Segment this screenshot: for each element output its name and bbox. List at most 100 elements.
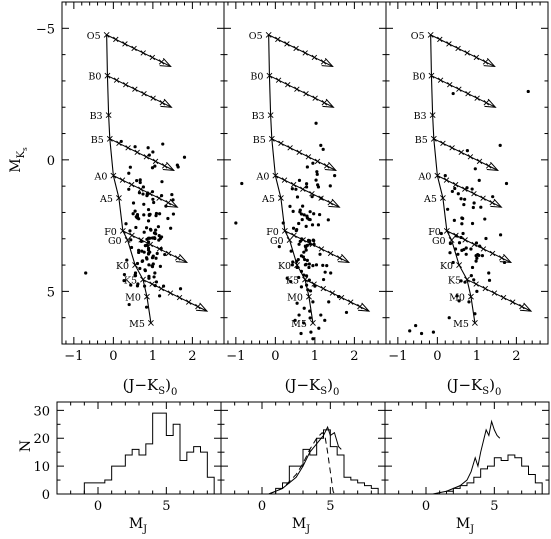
star-point — [137, 217, 141, 221]
reddening-mark — [483, 100, 490, 106]
histogram-steps — [412, 454, 543, 495]
arrowhead — [160, 98, 173, 108]
star-point — [456, 252, 460, 256]
star-point — [333, 174, 337, 178]
star-point — [161, 284, 166, 288]
spectral-type-label: M5 — [291, 319, 307, 330]
star-point — [304, 248, 308, 252]
star-point — [467, 300, 471, 304]
star-point — [336, 295, 341, 299]
reddening-mark — [465, 90, 471, 97]
arrowhead — [520, 302, 533, 312]
x-tick-label: 0 — [94, 499, 102, 514]
arrowhead — [175, 253, 189, 264]
ms-point — [309, 320, 316, 326]
star-point — [315, 172, 319, 176]
reddening-mark — [186, 299, 192, 305]
main-sequence-line — [106, 34, 152, 324]
star-point — [151, 262, 155, 266]
star-point — [310, 195, 314, 199]
star-point — [473, 312, 477, 316]
ms-point — [302, 276, 308, 283]
reddening-mark — [458, 149, 464, 156]
reddening-mark — [149, 54, 156, 61]
star-point — [151, 150, 155, 154]
spectral-type-label: K0 — [278, 261, 291, 272]
star-point — [157, 238, 161, 242]
star-point — [157, 212, 162, 216]
star-point — [474, 259, 478, 263]
reddening-mark — [327, 250, 334, 257]
spectral-type-label: M5 — [453, 319, 469, 330]
star-point — [302, 250, 306, 254]
reddening-mark — [464, 50, 470, 56]
spectral-type-label: K0 — [116, 261, 129, 272]
reddening-mark — [471, 190, 477, 197]
star-point — [304, 283, 309, 287]
star-point — [134, 215, 138, 219]
reddening-vector-A0 — [113, 175, 179, 208]
star-point — [491, 195, 495, 199]
x-tick-label: 0 — [422, 499, 430, 514]
reddening-mark — [309, 190, 315, 197]
star-point — [451, 260, 455, 265]
star-point — [461, 231, 465, 236]
star-point — [448, 241, 453, 246]
star-point — [303, 257, 307, 262]
star-point — [146, 251, 151, 256]
arrowhead — [322, 98, 335, 108]
y-tick-label: 10 — [33, 460, 50, 475]
reddening-mark — [314, 158, 321, 165]
star-point — [408, 329, 412, 333]
reddening-mark — [519, 303, 525, 310]
reddening-line — [433, 138, 499, 171]
star-point — [240, 181, 244, 186]
reddening-mark — [285, 81, 291, 88]
star-point — [301, 255, 306, 259]
star-point — [312, 212, 316, 216]
star-point — [294, 187, 298, 191]
star-point — [460, 222, 464, 226]
reddening-line — [271, 138, 337, 171]
star-point — [465, 149, 469, 153]
ms-point — [468, 293, 474, 300]
star-point — [470, 221, 475, 226]
reddening-vector-B0 — [431, 75, 497, 108]
star-point — [304, 224, 308, 229]
x-tick-label: 2 — [512, 349, 520, 364]
star-point — [146, 207, 151, 212]
star-point — [136, 282, 140, 286]
star-point — [153, 164, 157, 168]
reddening-vector-B0 — [269, 75, 335, 108]
star-point — [328, 184, 332, 188]
spectral-type-label: M0 — [287, 293, 303, 304]
star-point — [150, 256, 155, 260]
star-point — [480, 254, 485, 258]
reddening-mark — [113, 36, 119, 43]
spectral-type-label: O5 — [411, 31, 425, 42]
reddening-mark — [336, 255, 343, 261]
reddening-mark — [498, 255, 505, 261]
reddening-line — [466, 279, 532, 312]
star-point — [329, 271, 333, 275]
reddening-line — [284, 230, 350, 263]
star-point — [147, 213, 151, 217]
star-point — [152, 231, 157, 235]
reddening-mark — [443, 177, 450, 183]
star-point — [178, 287, 183, 291]
star-point — [175, 163, 179, 167]
reddening-mark — [275, 77, 282, 83]
star-point — [470, 265, 475, 270]
spectral-type-label: G0 — [270, 236, 284, 247]
reddening-mark — [462, 237, 468, 243]
reddening-mark — [165, 250, 172, 257]
star-point — [141, 192, 145, 196]
star-point — [291, 226, 296, 230]
star-point — [133, 271, 138, 275]
star-point — [325, 264, 329, 268]
star-point — [453, 247, 458, 251]
spectral-type-label: O5 — [249, 31, 263, 42]
